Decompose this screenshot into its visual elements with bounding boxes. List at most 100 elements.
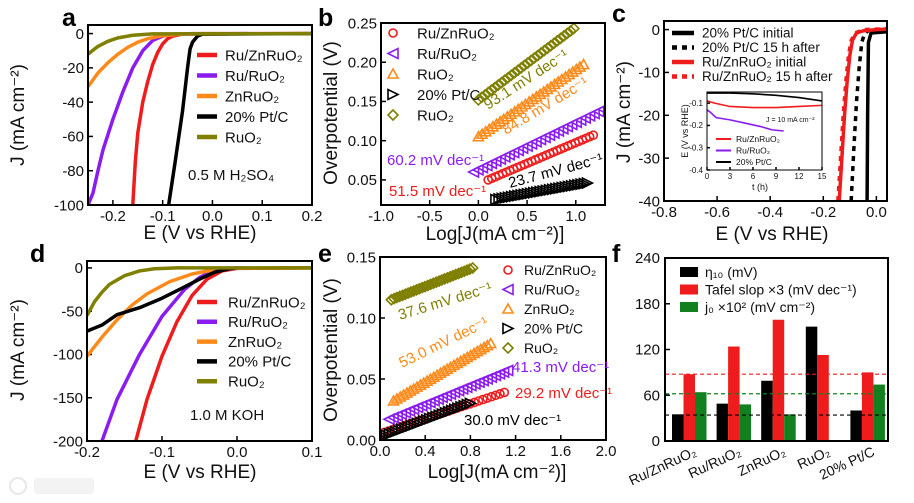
y-axis-title: Overpotential (V) — [321, 278, 342, 422]
data-point — [499, 191, 513, 205]
legend-label: 20% Pt/C — [228, 354, 292, 371]
x-tick-label: 0.1 — [302, 444, 323, 461]
x-tick-label: 0 — [705, 172, 710, 181]
y-tick-label: 0.15 — [348, 94, 377, 111]
y-tick-label: 0 — [652, 433, 660, 450]
legend-marker — [387, 88, 400, 101]
y-axis-title: J (mA cm⁻²) — [8, 299, 29, 401]
data-point — [430, 276, 443, 289]
data-point — [528, 51, 541, 65]
panel-letter: b — [318, 4, 333, 32]
data-point — [505, 190, 519, 203]
bar — [805, 326, 818, 441]
data-point — [472, 93, 485, 107]
data-point — [416, 281, 429, 294]
legend-label: RuO₂ — [524, 340, 558, 356]
legend-marker — [503, 265, 513, 275]
bar — [739, 404, 752, 441]
y-tick-label: 120 — [635, 342, 660, 359]
annotation: 1.0 M KOH — [190, 407, 264, 424]
data-point — [469, 397, 480, 408]
series-line — [707, 92, 822, 102]
data-point — [396, 289, 409, 302]
y-tick-label: 0.05 — [348, 172, 377, 189]
x-tick-label: -0.5 — [417, 208, 443, 225]
legend-label: Ru/ZnRuO₂ — [228, 294, 306, 311]
data-point — [561, 27, 574, 40]
x-tick-label: 0.0 — [227, 444, 248, 461]
data-point — [562, 180, 576, 193]
data-point — [554, 32, 567, 45]
bar — [695, 392, 707, 441]
y-tick-label: 0 — [76, 26, 84, 43]
y-axis-title: J (mA cm⁻²) — [614, 61, 635, 163]
data-point — [418, 280, 432, 293]
legend-label: RuO₂ — [417, 66, 454, 83]
data-point — [581, 176, 595, 190]
bar — [761, 380, 773, 441]
data-point — [482, 393, 492, 403]
bar — [873, 384, 885, 441]
data-point — [524, 54, 538, 67]
data-point — [490, 390, 501, 401]
panel-letter: e — [318, 240, 332, 268]
data-point — [488, 81, 501, 94]
series-line — [87, 266, 312, 317]
legend-label: Ru/RuO₂ — [417, 46, 477, 63]
data-point — [557, 29, 571, 43]
legend-label: 20% Pt/C 15 h after — [702, 40, 820, 55]
data-point — [496, 192, 510, 205]
data-point — [578, 177, 592, 190]
data-point — [534, 185, 547, 198]
x-axis-title: E (V vs RHE) — [716, 224, 829, 245]
y-tick-label: -60 — [62, 129, 84, 146]
plot-area — [381, 23, 605, 205]
legend-label: Tafel slop ×3 (mV dec⁻¹) — [705, 282, 857, 298]
y-tick-label: 0.00 — [347, 432, 376, 449]
annotation: 51.5 mV dec⁻¹ — [389, 183, 486, 200]
x-tick-label: -0.6 — [704, 204, 730, 221]
annotation: 41.3 mV dec⁻¹ — [512, 359, 609, 376]
bar — [784, 414, 796, 441]
data-point — [495, 76, 508, 89]
legend-label: 20% Pt/C initial — [702, 26, 794, 41]
data-point — [531, 49, 544, 62]
data-point — [424, 278, 437, 291]
x-tick-label: 6 — [751, 172, 756, 181]
legend-label: ZnRuO₂ — [228, 334, 282, 351]
data-point — [572, 178, 585, 192]
panel-c: -0.8 -0.6 -0.4 -0.2 0.0 0 -10 -20 -30 -40 20% Pt/C… — [614, 20, 888, 245]
data-point — [493, 192, 506, 205]
y-tick-label: 180 — [635, 296, 660, 313]
y-tick-label: 60 — [643, 387, 660, 404]
x-tick-label: -0.8 — [651, 204, 677, 221]
data-point — [521, 187, 535, 201]
data-point — [446, 269, 460, 282]
plot-frame — [706, 91, 823, 171]
x-tick-label: 1.6 — [550, 443, 571, 460]
legend-label: ZnRuO₂ — [524, 301, 575, 317]
y-tick-label: -10 — [638, 65, 660, 82]
data-point — [547, 37, 561, 50]
legend-marker — [501, 283, 514, 296]
data-point — [511, 64, 525, 77]
series-line — [707, 109, 784, 132]
watermark-logo — [9, 477, 94, 495]
data-point — [540, 184, 554, 197]
panel-b: -1.0 -0.5 0.0 0.5 1.0 0.05 0.10 0.15 0.20 0.25 Ru/… — [321, 15, 606, 245]
legend: Ru/ZnRuO₂ Ru/RuO₂ ZnRuO₂ 20% Pt/C RuO₂ — [197, 47, 303, 146]
x-axis-title: Log[J(mA cm⁻²)] — [428, 462, 567, 483]
plot-frame — [379, 256, 607, 441]
y-tick-label: 0.05 — [347, 371, 376, 388]
y-tick-label: -20 — [638, 108, 660, 125]
data-point — [565, 179, 579, 193]
x-tick-label: 0.2 — [302, 208, 323, 225]
data-point — [432, 274, 446, 288]
y-tick-label: 0.10 — [347, 310, 376, 327]
legend-label: Ru/ZnRuO₂ — [524, 262, 596, 278]
y-tick-label: -40 — [638, 193, 660, 210]
